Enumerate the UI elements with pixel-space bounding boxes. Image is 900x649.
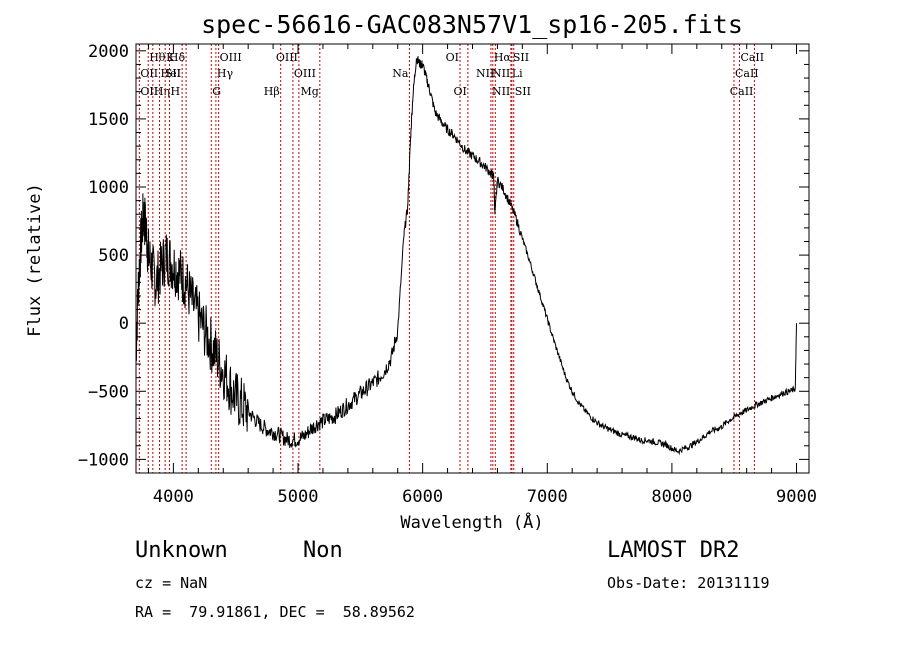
line-marker-label: CaII (730, 85, 754, 98)
line-marker-label: SII (513, 51, 529, 64)
y-axis-ticks: −1000 −500 0 500 1000 1500 2000 (78, 42, 809, 470)
y-tick-label: −1000 (78, 450, 129, 470)
line-marker-label: CaII (740, 51, 764, 64)
line-marker-label: CaII (735, 67, 759, 80)
y-tick-label: 1500 (88, 110, 129, 130)
x-tick-label: 9000 (776, 487, 817, 507)
line-marker-label: SII (165, 67, 181, 80)
y-tick-label: 500 (98, 246, 129, 266)
subclass-label: Non (303, 538, 343, 563)
line-marker-label: H (171, 85, 181, 98)
line-marker-label: Hβ (264, 85, 280, 98)
line-marker-label: Li (512, 67, 523, 80)
line-marker-label: Hα (494, 51, 512, 64)
line-marker-label: OIII (294, 67, 316, 80)
line-marker-label: Hη (154, 85, 170, 98)
x-tick-label: 5000 (278, 487, 319, 507)
line-marker-label: Mg (301, 85, 319, 98)
x-tick-label: 6000 (402, 487, 443, 507)
y-axis-label: Flux (relative) (25, 183, 45, 337)
y-tick-label: 2000 (88, 42, 129, 62)
class-label: Unknown (135, 538, 228, 563)
survey-label: LAMOST DR2 (607, 538, 740, 563)
line-marker-label: OI (454, 85, 467, 98)
redshift-text: cz = NaN (135, 574, 208, 592)
obs-date-text: Obs-Date: 20131119 (607, 574, 770, 592)
line-markers: HθOIIOIIHηHeIKHSIIHδGHγOIIIHβOIIIOIIIMgN… (138, 44, 764, 473)
line-marker-label: OII (140, 85, 158, 98)
line-marker-label: SII (515, 85, 531, 98)
x-tick-label: 7000 (527, 487, 568, 507)
coordinates-text: RA = 79.91861, DEC = 58.89562 (135, 603, 415, 621)
y-tick-label: −500 (88, 382, 129, 402)
x-tick-label: 4000 (153, 487, 194, 507)
line-marker-label: K (166, 51, 175, 64)
spectrum-line (135, 56, 797, 456)
plot-frame (135, 43, 810, 474)
line-marker-label: OIII (276, 51, 298, 64)
y-tick-label: 0 (119, 314, 129, 334)
line-marker-label: Hδ (169, 51, 186, 64)
x-tick-label: 8000 (651, 487, 692, 507)
line-marker-label: NII (476, 67, 494, 80)
line-marker-label: OIII (220, 51, 242, 64)
line-marker-label: NII (492, 67, 510, 80)
y-tick-label: 1000 (88, 178, 129, 198)
x-axis-label: Wavelength (Å) (400, 511, 543, 533)
line-marker-label: Hθ (149, 51, 166, 64)
line-marker-label: Hγ (217, 67, 234, 80)
line-marker-label: HeI (161, 67, 181, 80)
line-marker-label: OII (140, 67, 158, 80)
x-axis-ticks: 4000 5000 6000 7000 8000 9000 (147, 44, 817, 507)
line-marker-label: NII (492, 85, 510, 98)
line-marker-label: Na (392, 67, 409, 80)
line-marker-label: G (212, 85, 221, 98)
line-marker-label: OI (446, 51, 459, 64)
chart-title: spec-56616-GAC083N57V1_sp16-205.fits (201, 10, 743, 39)
